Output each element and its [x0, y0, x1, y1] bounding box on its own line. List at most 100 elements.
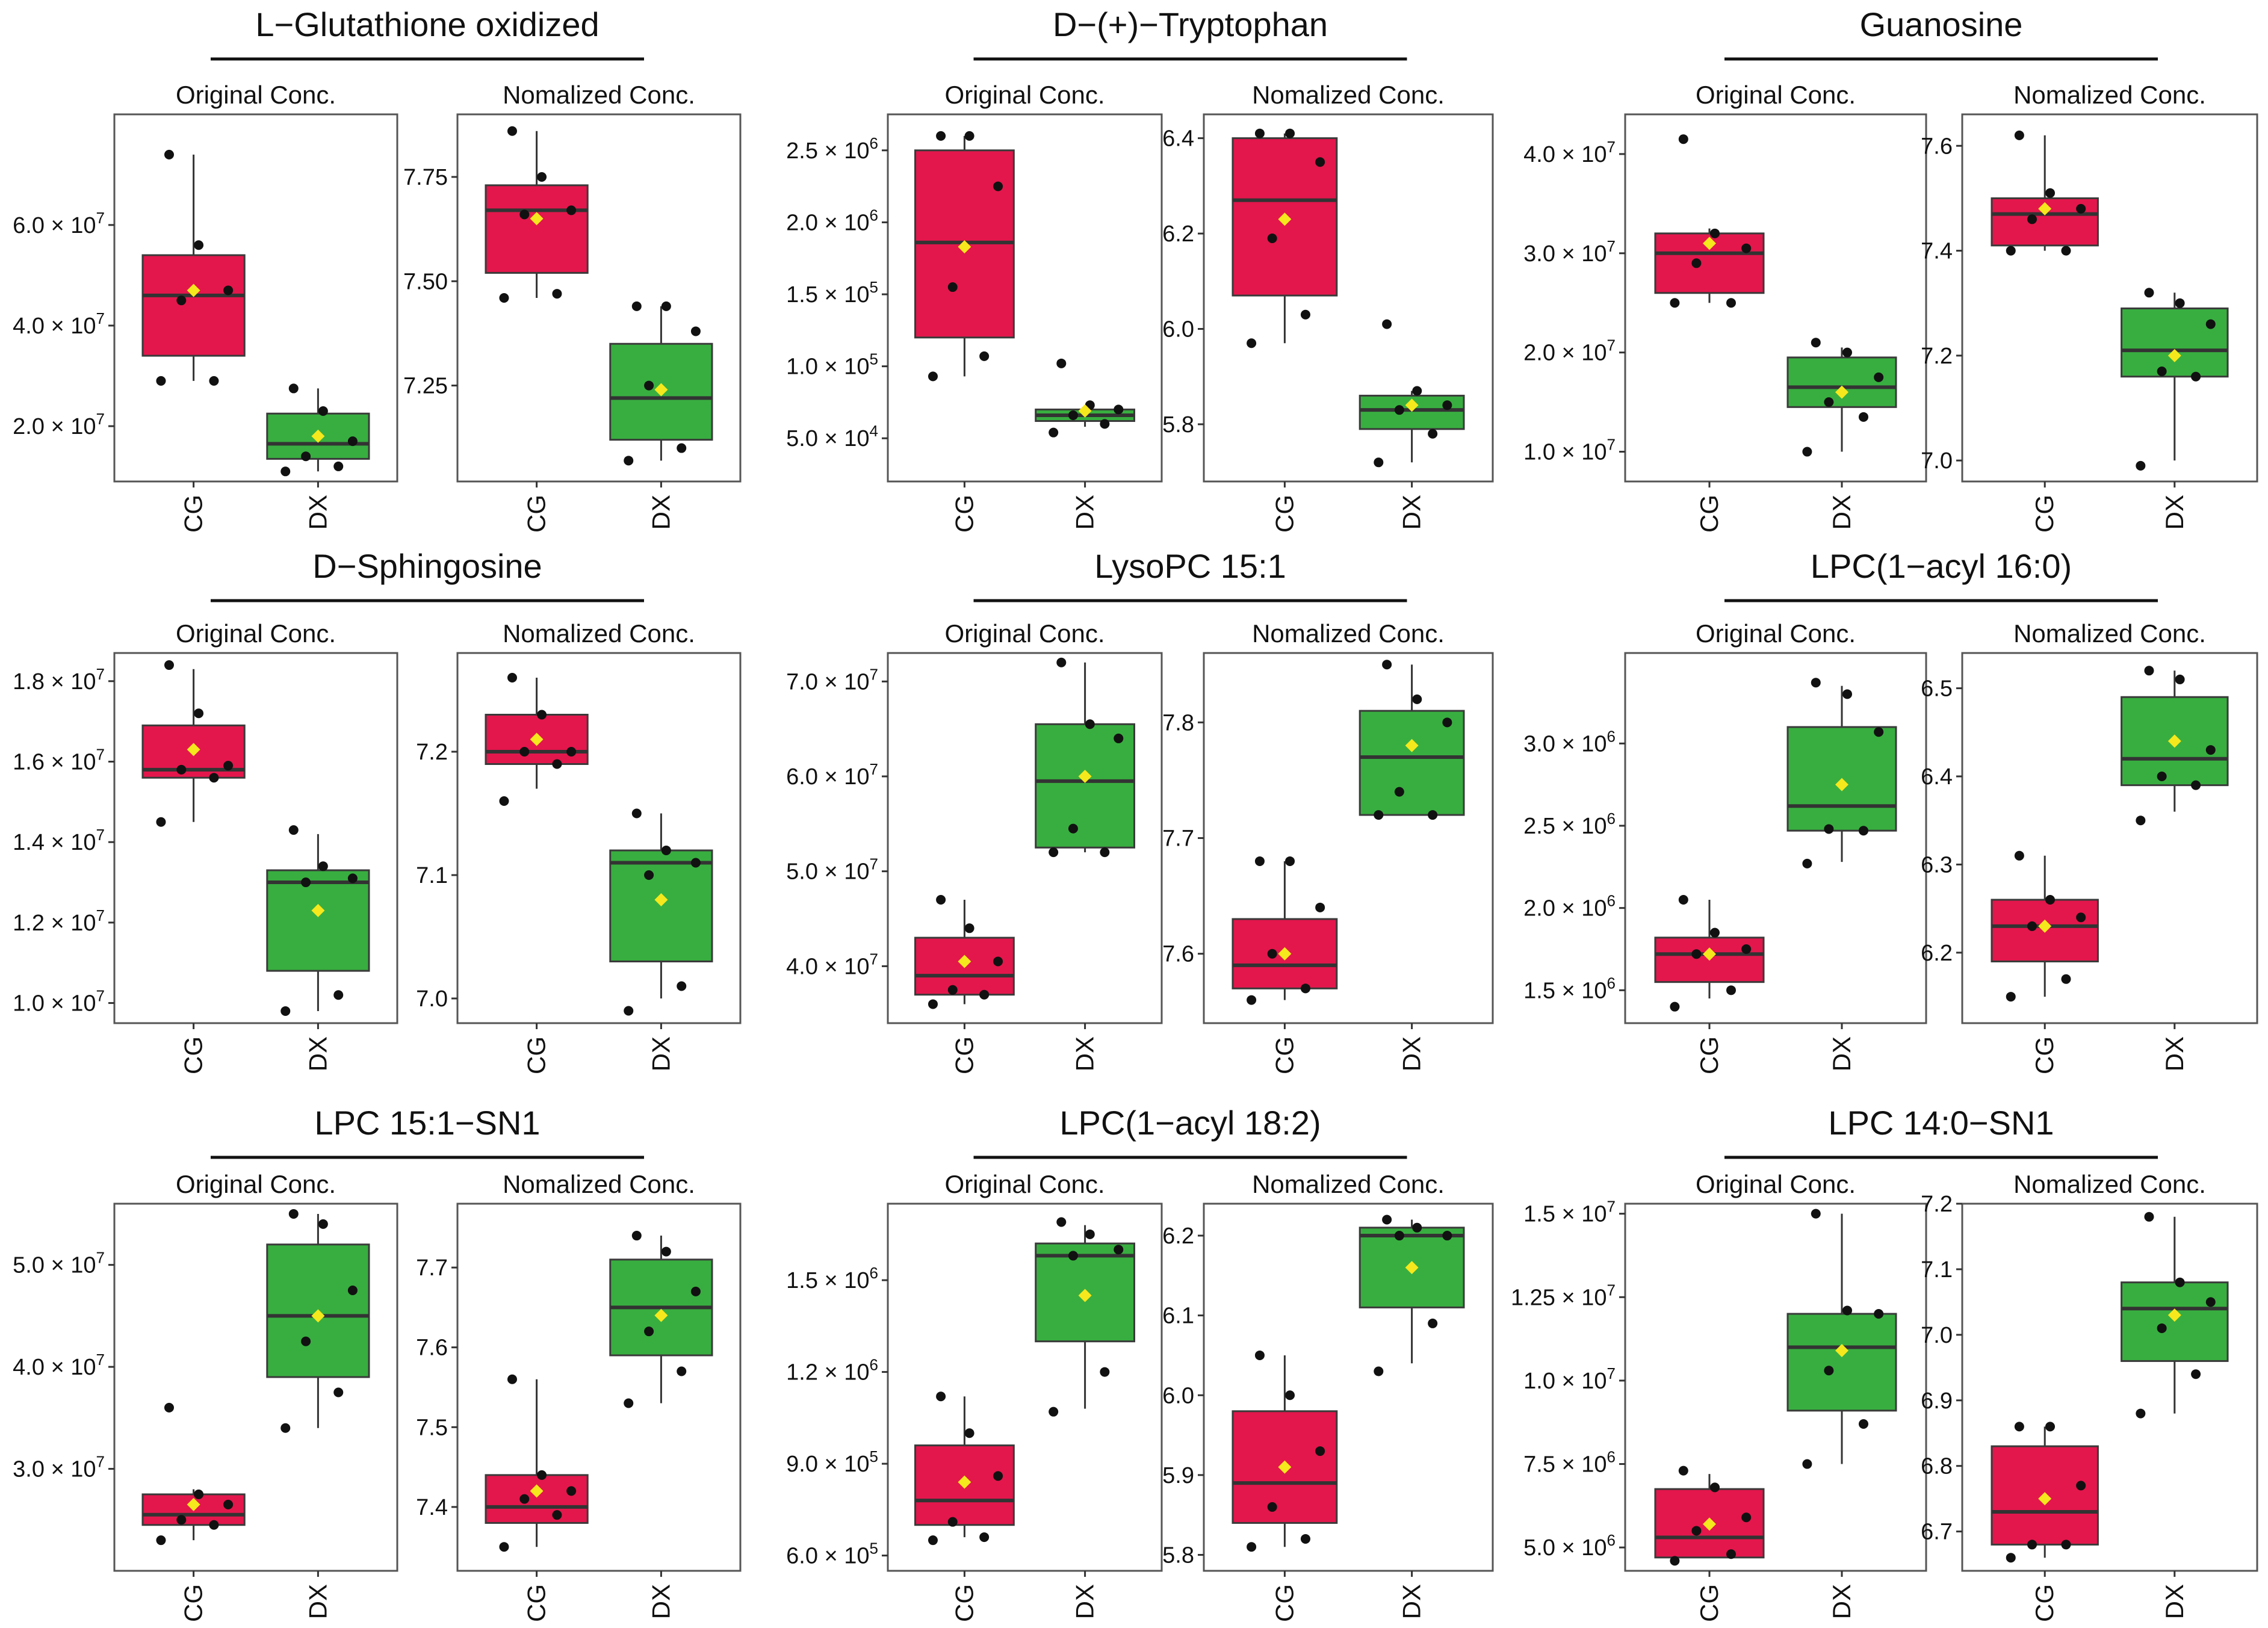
- group-cg: [485, 673, 589, 806]
- x-category-label: DX: [646, 1584, 675, 1619]
- data-point: [1710, 927, 1720, 938]
- tick-mantissa: 1.25: [1511, 1285, 1555, 1310]
- tick-exponent: 6: [1607, 1448, 1616, 1466]
- mean-marker: [530, 1484, 544, 1498]
- data-point: [677, 981, 687, 991]
- data-point: [176, 296, 187, 306]
- data-point: [552, 289, 562, 299]
- tick-mantissa: 5.0: [786, 859, 818, 885]
- tick-mantissa: 7.0: [786, 669, 818, 695]
- tick-times-ten: × 10: [1555, 241, 1607, 267]
- data-point: [2191, 1369, 2201, 1379]
- data-point: [280, 1006, 291, 1016]
- data-point: [1382, 1215, 1392, 1225]
- mean-marker: [1703, 237, 1716, 250]
- tick-mantissa: 2.5: [1523, 814, 1555, 839]
- data-point: [1859, 826, 1868, 836]
- tick-times-ten: × 10: [818, 669, 870, 695]
- iqr-box: [485, 184, 589, 274]
- data-point: [1842, 689, 1852, 699]
- iqr-box: [1786, 356, 1897, 408]
- y-tick-label: 6.2: [1162, 221, 1194, 247]
- data-point: [690, 1286, 701, 1296]
- panel-1: L−Glutathione oxidized Original Conc. 2.0 …: [13, 5, 742, 533]
- y-tick-label: 2.5 × 106: [786, 134, 878, 164]
- x-category-label: DX: [1398, 1584, 1426, 1619]
- plot-frame: [113, 113, 398, 483]
- y-tick-label: 1.5 × 107: [1523, 1198, 1616, 1227]
- data-point: [507, 673, 517, 682]
- data-point: [1678, 134, 1688, 144]
- mean-marker: [2038, 202, 2052, 215]
- data-point: [993, 956, 1003, 967]
- data-point: [1382, 660, 1392, 670]
- tick-mantissa: 4.0: [13, 1355, 45, 1380]
- y-tick-label: 5.0 × 106: [1523, 1531, 1616, 1561]
- tick-times-ten: × 10: [1555, 731, 1607, 757]
- tick-exponent: 6: [1607, 892, 1616, 910]
- subplot-title: Nomalized Conc.: [2013, 619, 2206, 648]
- tick-mantissa: 5.0: [1523, 1535, 1555, 1561]
- x-category-label: DX: [1827, 1036, 1856, 1071]
- data-point: [2014, 130, 2024, 140]
- data-point: [347, 1286, 358, 1296]
- mean-marker: [1835, 1344, 1848, 1357]
- tick-exponent: 7: [96, 1351, 105, 1369]
- data-point: [519, 747, 530, 757]
- y-tick-label: 6.9: [1921, 1388, 1953, 1414]
- data-point: [1428, 1318, 1438, 1328]
- panel-title: L−Glutathione oxidized: [255, 5, 599, 43]
- panel-title: D−Sphingosine: [312, 547, 542, 585]
- group-dx: [266, 1209, 370, 1433]
- data-point: [519, 1494, 530, 1504]
- tick-exponent: 7: [96, 209, 105, 227]
- group-dx: [1035, 657, 1135, 858]
- iqr-box: [266, 869, 370, 972]
- tick-times-ten: × 10: [1555, 978, 1607, 1003]
- panel-8: LPC(1−acyl 18:2)Original Conc.6.0 × 1059…: [786, 1104, 1494, 1622]
- data-point: [979, 1532, 990, 1543]
- y-tick-label: 7.8: [1162, 710, 1194, 735]
- data-point: [1811, 1209, 1821, 1219]
- tick-mantissa: 1.0: [1523, 1369, 1555, 1394]
- data-point: [1254, 1350, 1265, 1360]
- group-cg: [1654, 134, 1765, 308]
- data-point: [1824, 824, 1834, 834]
- tick-exponent: 6: [870, 134, 878, 152]
- data-point: [2076, 1481, 2086, 1491]
- mean-marker: [2167, 348, 2181, 362]
- data-point: [928, 999, 938, 1009]
- data-point: [1824, 1366, 1834, 1376]
- subplot-normalized: Nomalized Conc. 7.0 7.2 7.4 7.6 CG DX: [1921, 81, 2258, 533]
- group-cg: [485, 126, 589, 303]
- tick-mantissa: 9.0: [786, 1452, 818, 1477]
- mean-marker: [187, 743, 200, 757]
- y-tick-label: 2.0 × 107: [13, 410, 105, 439]
- data-point: [1412, 694, 1422, 704]
- tick-exponent: 5: [870, 350, 878, 368]
- data-point: [288, 1209, 299, 1219]
- tick-times-ten: × 10: [818, 859, 870, 885]
- data-point: [1315, 902, 1325, 912]
- data-point: [2144, 288, 2154, 298]
- tick-exponent: 7: [870, 760, 878, 778]
- group-dx: [609, 301, 713, 466]
- mean-marker: [311, 429, 325, 443]
- data-point: [537, 172, 547, 182]
- iqr-box: [1359, 710, 1465, 816]
- mean-marker: [1703, 1517, 1716, 1531]
- tick-mantissa: 6.0: [786, 764, 818, 790]
- data-point: [2157, 367, 2167, 376]
- group-dx: [2121, 1212, 2229, 1419]
- tick-mantissa: 2.0: [786, 210, 818, 235]
- subplot-title: Nomalized Conc.: [503, 619, 695, 648]
- y-tick-label: 7.0: [1921, 448, 1953, 474]
- y-tick-label: 1.0 × 105: [786, 350, 878, 380]
- data-point: [928, 1535, 938, 1546]
- mean-marker: [530, 732, 544, 746]
- data-point: [936, 895, 946, 905]
- group-cg: [485, 1374, 589, 1552]
